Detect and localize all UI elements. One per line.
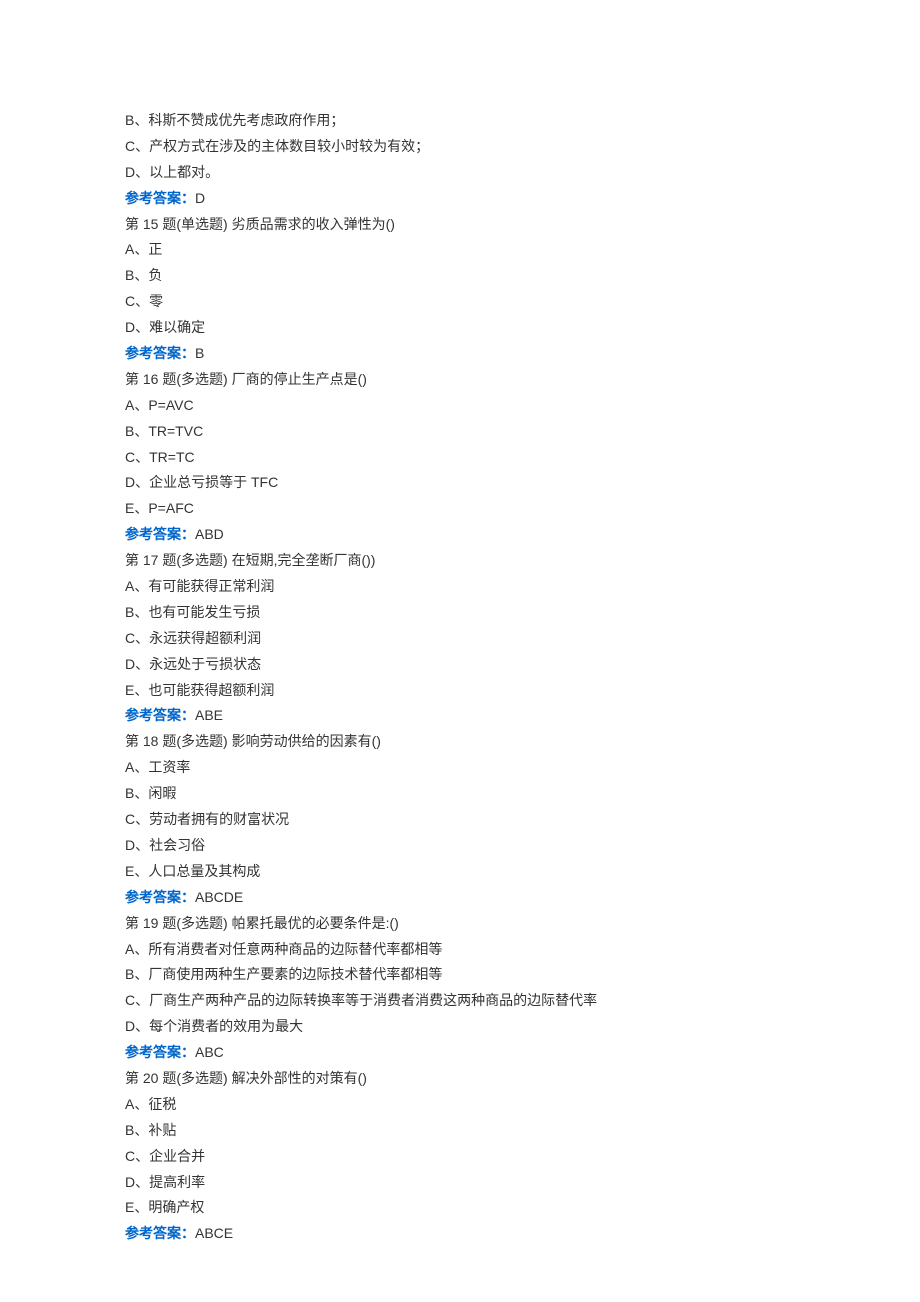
option-text: E、P=AFC	[125, 496, 795, 522]
question-header: 第 20 题(多选题) 解决外部性的对策有()	[125, 1066, 795, 1092]
option-text: B、科斯不赞成优先考虑政府作用；	[125, 108, 795, 134]
answer-value: D	[195, 190, 205, 206]
option-text: E、明确产权	[125, 1195, 795, 1221]
answer-label: 参考答案：	[125, 526, 195, 542]
option-text: C、TR=TC	[125, 445, 795, 471]
answer-line: 参考答案：ABCDE	[125, 885, 795, 911]
option-text: B、也有可能发生亏损	[125, 600, 795, 626]
question-header: 第 19 题(多选题) 帕累托最优的必要条件是:()	[125, 911, 795, 937]
option-text: A、工资率	[125, 755, 795, 781]
option-text: C、厂商生产两种产品的边际转换率等于消费者消费这两种商品的边际替代率	[125, 988, 795, 1014]
option-text: A、征税	[125, 1092, 795, 1118]
option-text: C、产权方式在涉及的主体数目较小时较为有效；	[125, 134, 795, 160]
option-text: A、所有消费者对任意两种商品的边际替代率都相等	[125, 937, 795, 963]
option-text: E、也可能获得超额利润	[125, 678, 795, 704]
option-text: C、企业合并	[125, 1144, 795, 1170]
answer-label: 参考答案：	[125, 707, 195, 723]
answer-line: 参考答案：B	[125, 341, 795, 367]
option-text: D、提高利率	[125, 1170, 795, 1196]
answer-value: B	[195, 345, 204, 361]
option-text: B、补贴	[125, 1118, 795, 1144]
option-text: C、零	[125, 289, 795, 315]
answer-line: 参考答案：ABE	[125, 703, 795, 729]
answer-line: 参考答案：ABD	[125, 522, 795, 548]
option-text: D、难以确定	[125, 315, 795, 341]
answer-line: 参考答案：D	[125, 186, 795, 212]
answer-label: 参考答案：	[125, 1225, 195, 1241]
option-text: A、有可能获得正常利润	[125, 574, 795, 600]
answer-label: 参考答案：	[125, 345, 195, 361]
answer-line: 参考答案：ABCE	[125, 1221, 795, 1247]
option-text: B、负	[125, 263, 795, 289]
answer-label: 参考答案：	[125, 190, 195, 206]
answer-value: ABCE	[195, 1225, 233, 1241]
answer-value: ABD	[195, 526, 224, 542]
question-header: 第 17 题(多选题) 在短期,完全垄断厂商())	[125, 548, 795, 574]
option-text: C、劳动者拥有的财富状况	[125, 807, 795, 833]
answer-label: 参考答案：	[125, 889, 195, 905]
answer-value: ABCDE	[195, 889, 243, 905]
document-content: B、科斯不赞成优先考虑政府作用；C、产权方式在涉及的主体数目较小时较为有效；D、…	[125, 108, 795, 1247]
answer-line: 参考答案：ABC	[125, 1040, 795, 1066]
option-text: D、以上都对。	[125, 160, 795, 186]
option-text: A、正	[125, 237, 795, 263]
option-text: D、每个消费者的效用为最大	[125, 1014, 795, 1040]
option-text: A、P=AVC	[125, 393, 795, 419]
option-text: C、永远获得超额利润	[125, 626, 795, 652]
question-header: 第 16 题(多选题) 厂商的停止生产点是()	[125, 367, 795, 393]
answer-value: ABE	[195, 707, 223, 723]
option-text: D、社会习俗	[125, 833, 795, 859]
option-text: B、闲暇	[125, 781, 795, 807]
option-text: D、企业总亏损等于 TFC	[125, 470, 795, 496]
question-header: 第 18 题(多选题) 影响劳动供给的因素有()	[125, 729, 795, 755]
answer-value: ABC	[195, 1044, 224, 1060]
option-text: B、TR=TVC	[125, 419, 795, 445]
option-text: B、厂商使用两种生产要素的边际技术替代率都相等	[125, 962, 795, 988]
option-text: E、人口总量及其构成	[125, 859, 795, 885]
question-header: 第 15 题(单选题) 劣质品需求的收入弹性为()	[125, 212, 795, 238]
option-text: D、永远处于亏损状态	[125, 652, 795, 678]
answer-label: 参考答案：	[125, 1044, 195, 1060]
